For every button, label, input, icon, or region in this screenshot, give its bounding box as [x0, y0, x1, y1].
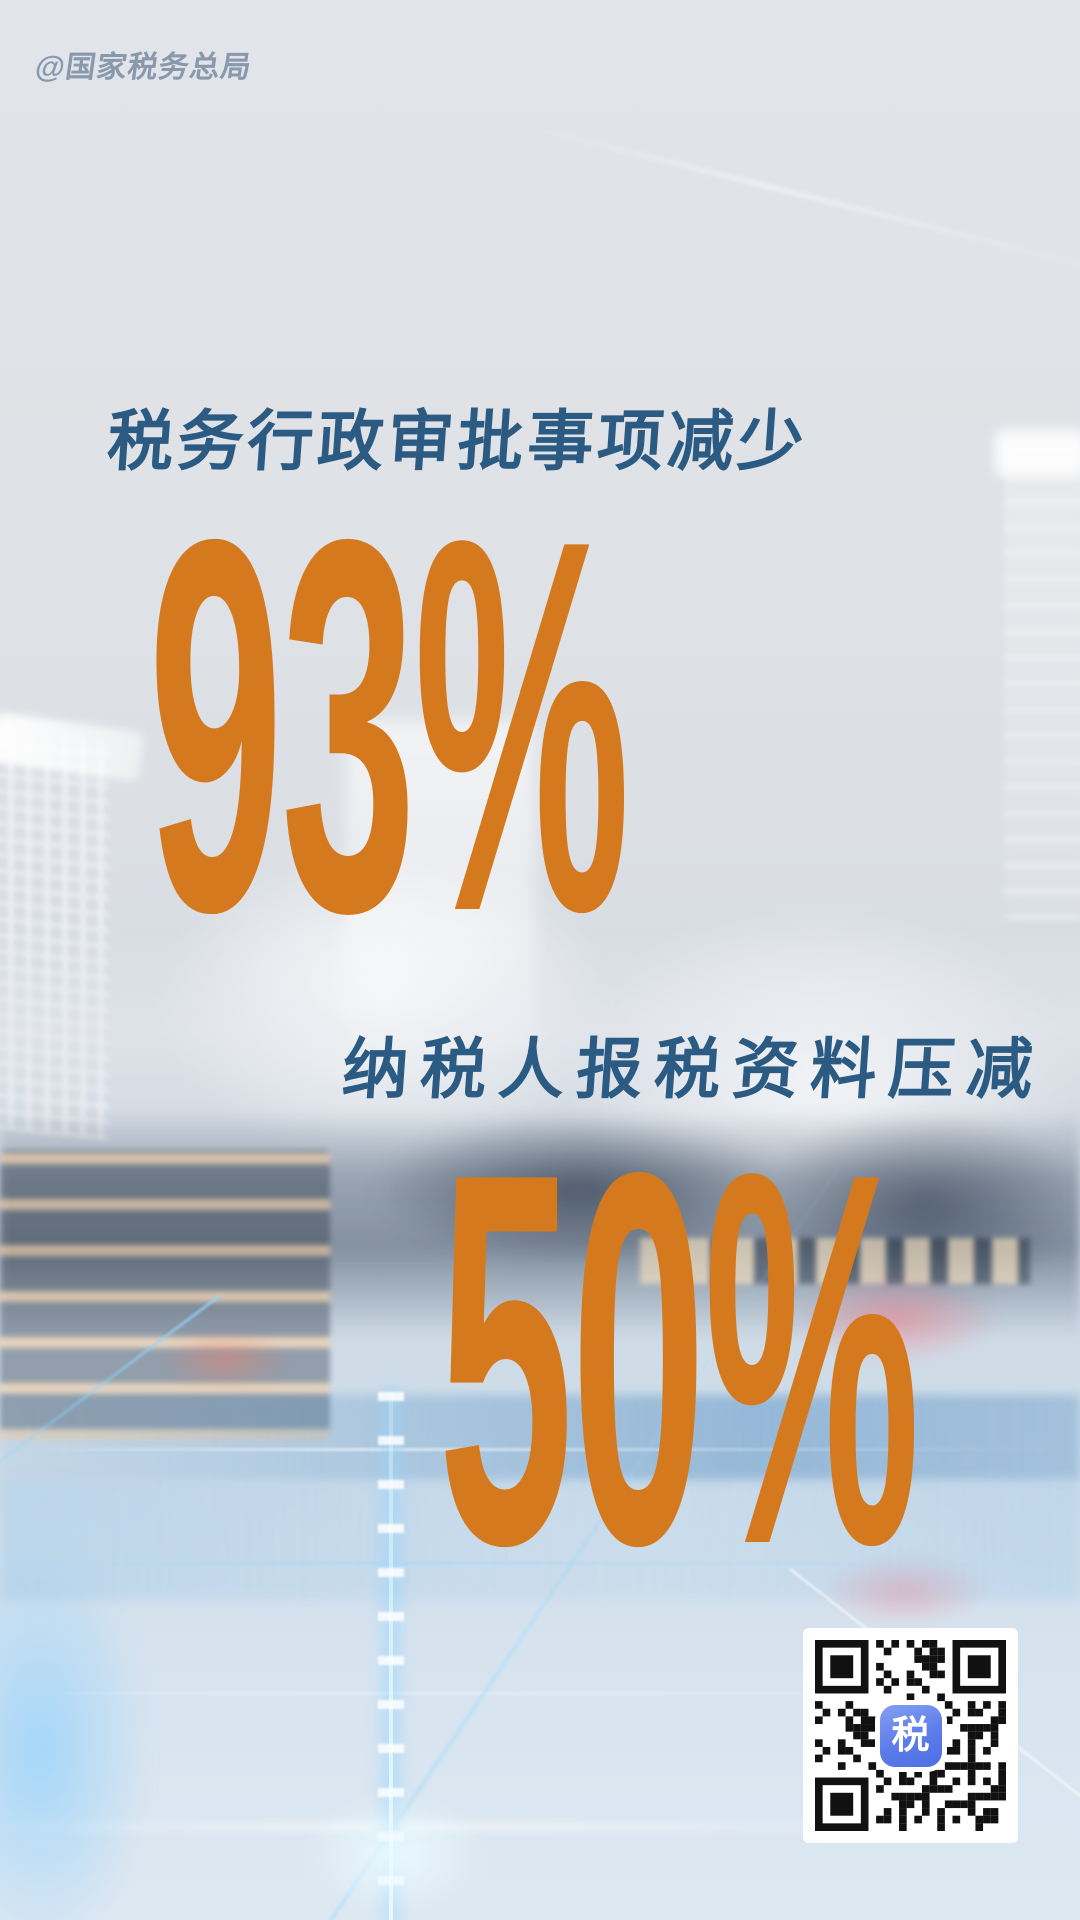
cyan-glow-corner	[0, 1540, 150, 1920]
light-streak-top	[528, 125, 1080, 279]
city-building-left	[0, 728, 110, 1142]
tax-app-icon: 税	[879, 1704, 942, 1767]
stat-2-title: 纳税人报税资料压减	[340, 1032, 1048, 1106]
stat-2-value: 50%	[438, 1063, 920, 1655]
stat-1-title: 税务行政审批事项减少	[105, 404, 811, 478]
city-tower-right	[1004, 440, 1080, 920]
city-tower-right-top	[995, 430, 1080, 476]
red-light-reflection-3	[160, 1330, 290, 1390]
stat-1-value: 93%	[148, 430, 630, 1022]
lit-windows-left	[0, 1150, 330, 1440]
grid-vertical-glow-line	[389, 1392, 393, 1920]
tax-app-icon-label: 税	[891, 1714, 930, 1757]
city-building-left-top	[0, 711, 145, 783]
grid-line-bottom-glow	[300, 1790, 490, 1920]
qr-code: 税	[803, 1628, 1018, 1843]
grid-diagonal-line-1	[0, 1294, 221, 1508]
account-watermark: @国家税务总局	[33, 51, 255, 84]
grid-vertical-line-ticks	[378, 1392, 404, 1920]
